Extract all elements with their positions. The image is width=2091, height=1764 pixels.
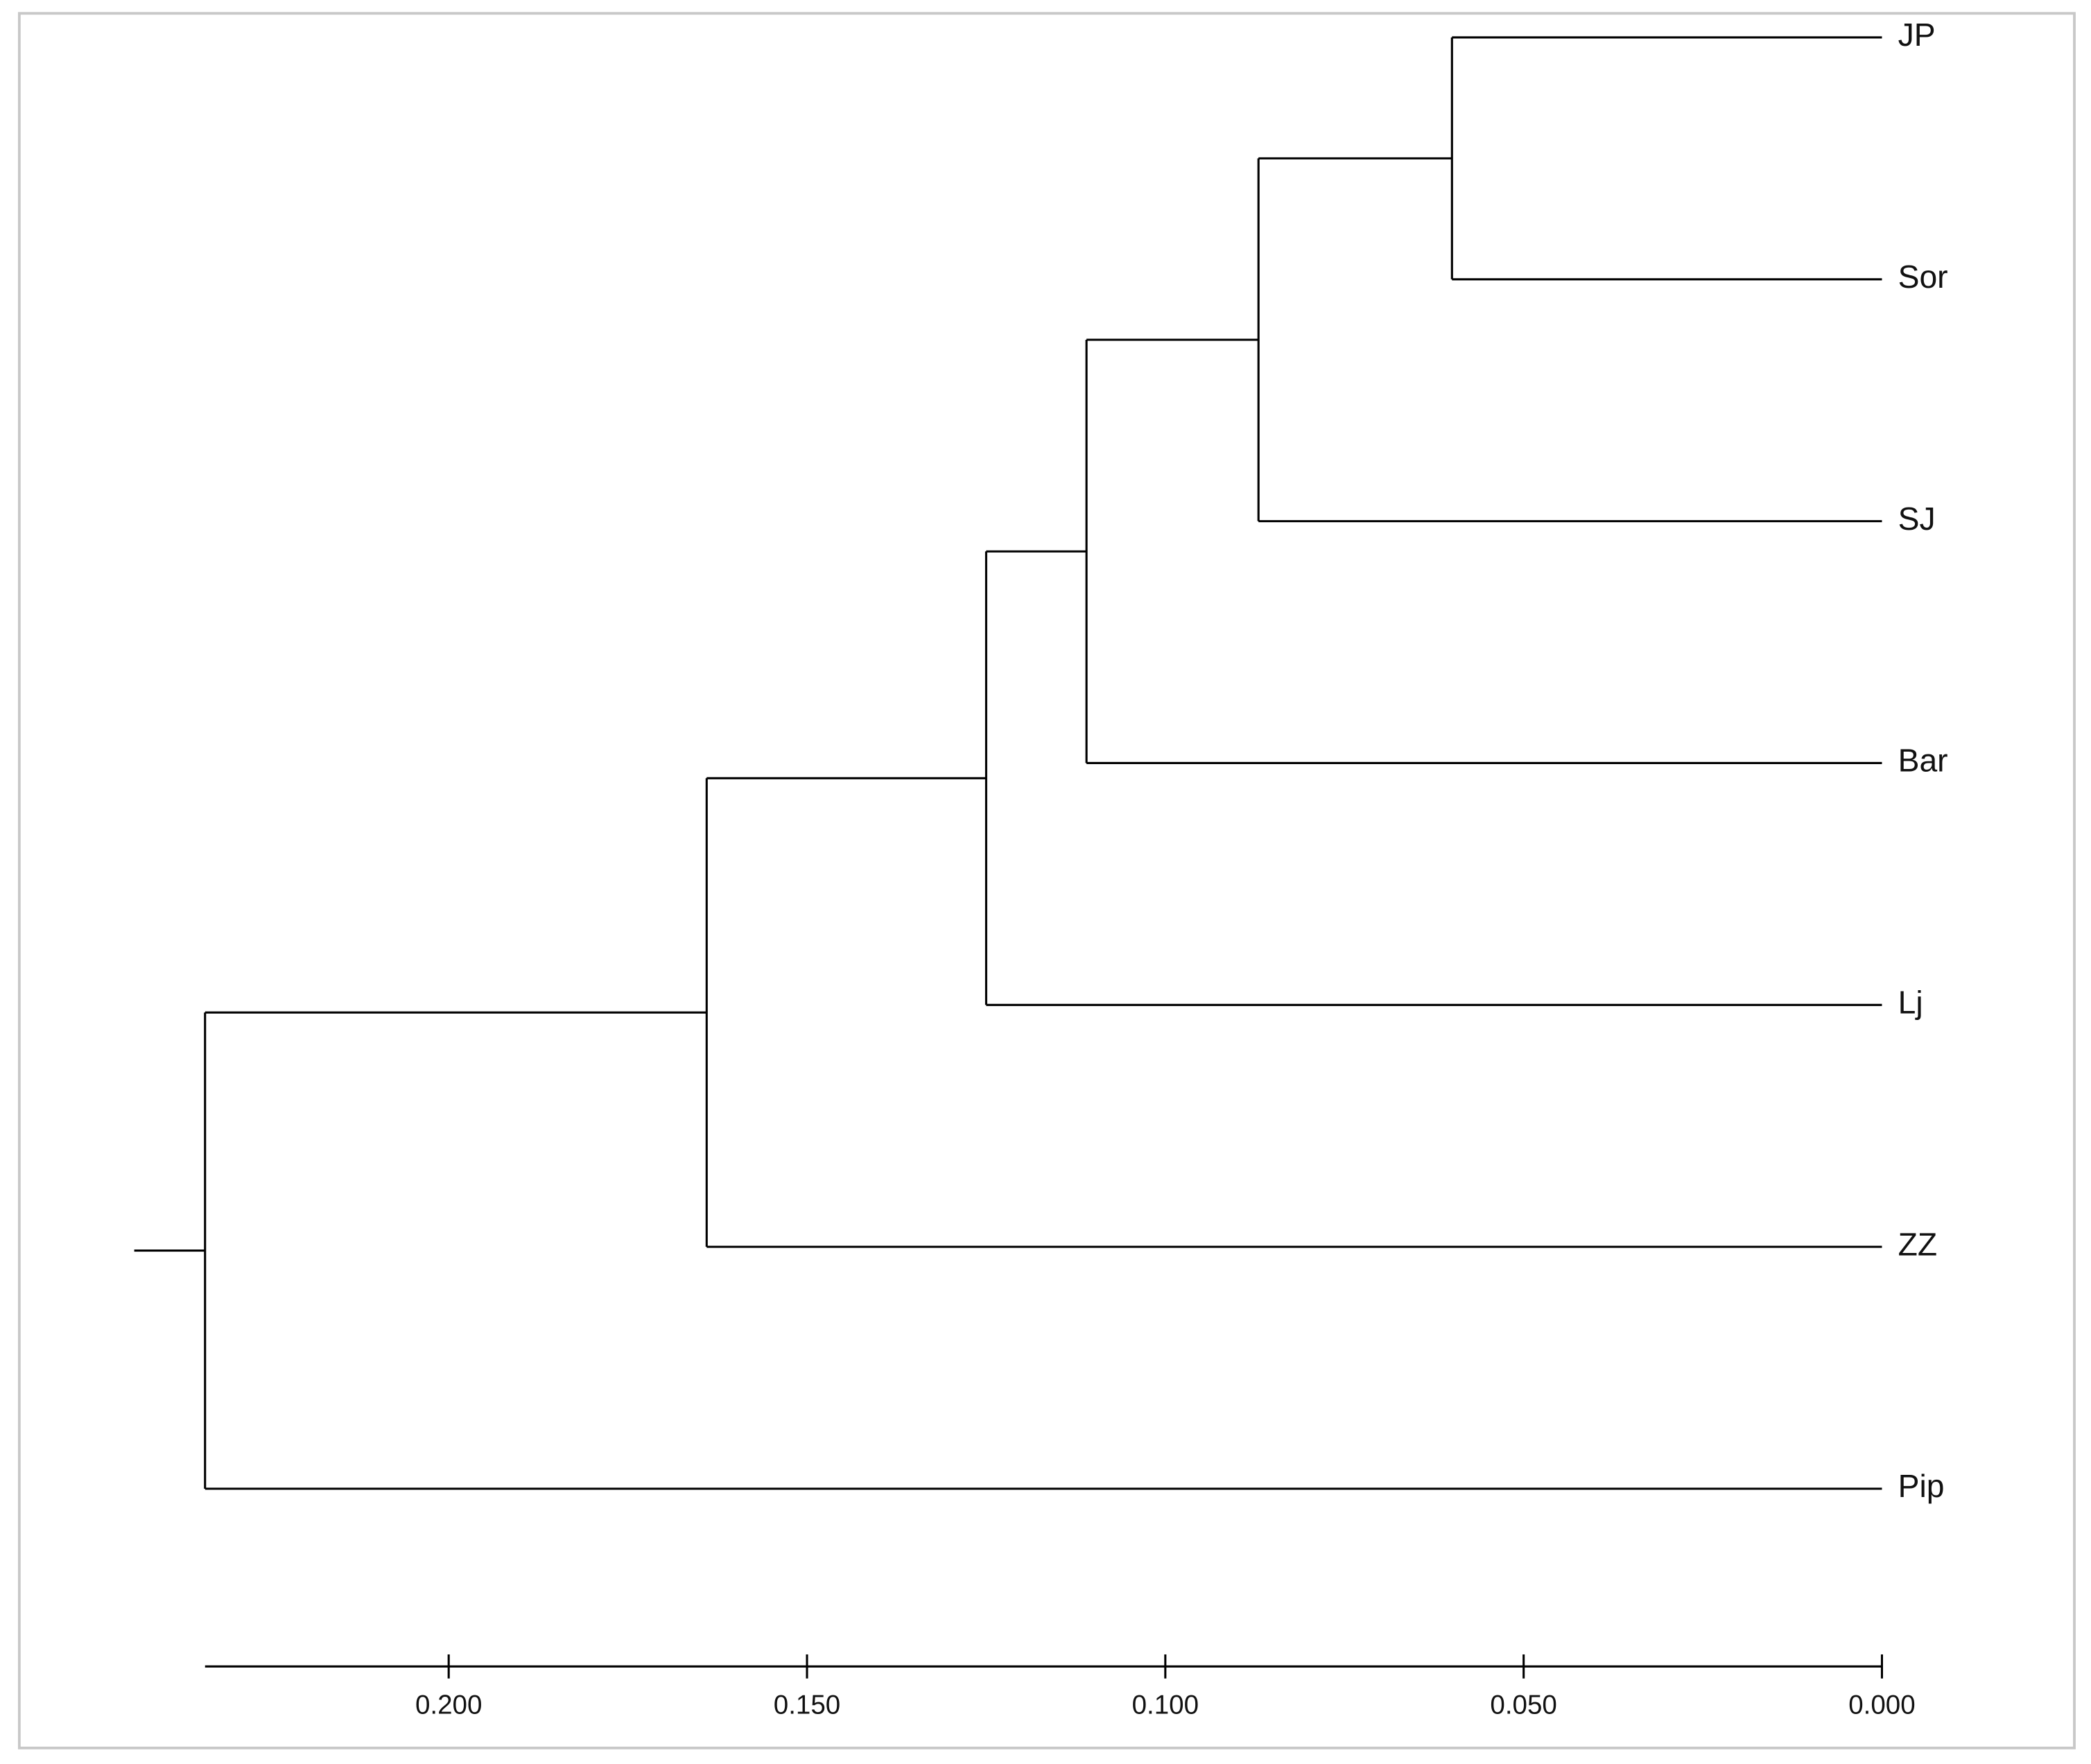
x-tick-label: 0.150 (774, 1690, 840, 1720)
x-tick-label: 0.050 (1490, 1690, 1556, 1720)
x-tick-label: 0.100 (1132, 1690, 1199, 1720)
leaf-label: JP (1898, 17, 1936, 53)
leaf-label: Bar (1898, 743, 1948, 779)
x-tick-label: 0.200 (415, 1690, 482, 1720)
leaf-label: Sor (1898, 259, 1948, 295)
leaf-label: Lj (1898, 985, 1923, 1021)
leaf-label: ZZ (1898, 1226, 1938, 1262)
leaf-label: Pip (1898, 1468, 1945, 1504)
x-tick-label: 0.000 (1848, 1690, 1915, 1720)
leaf-label: SJ (1898, 501, 1936, 537)
frame (17, 12, 2076, 1749)
